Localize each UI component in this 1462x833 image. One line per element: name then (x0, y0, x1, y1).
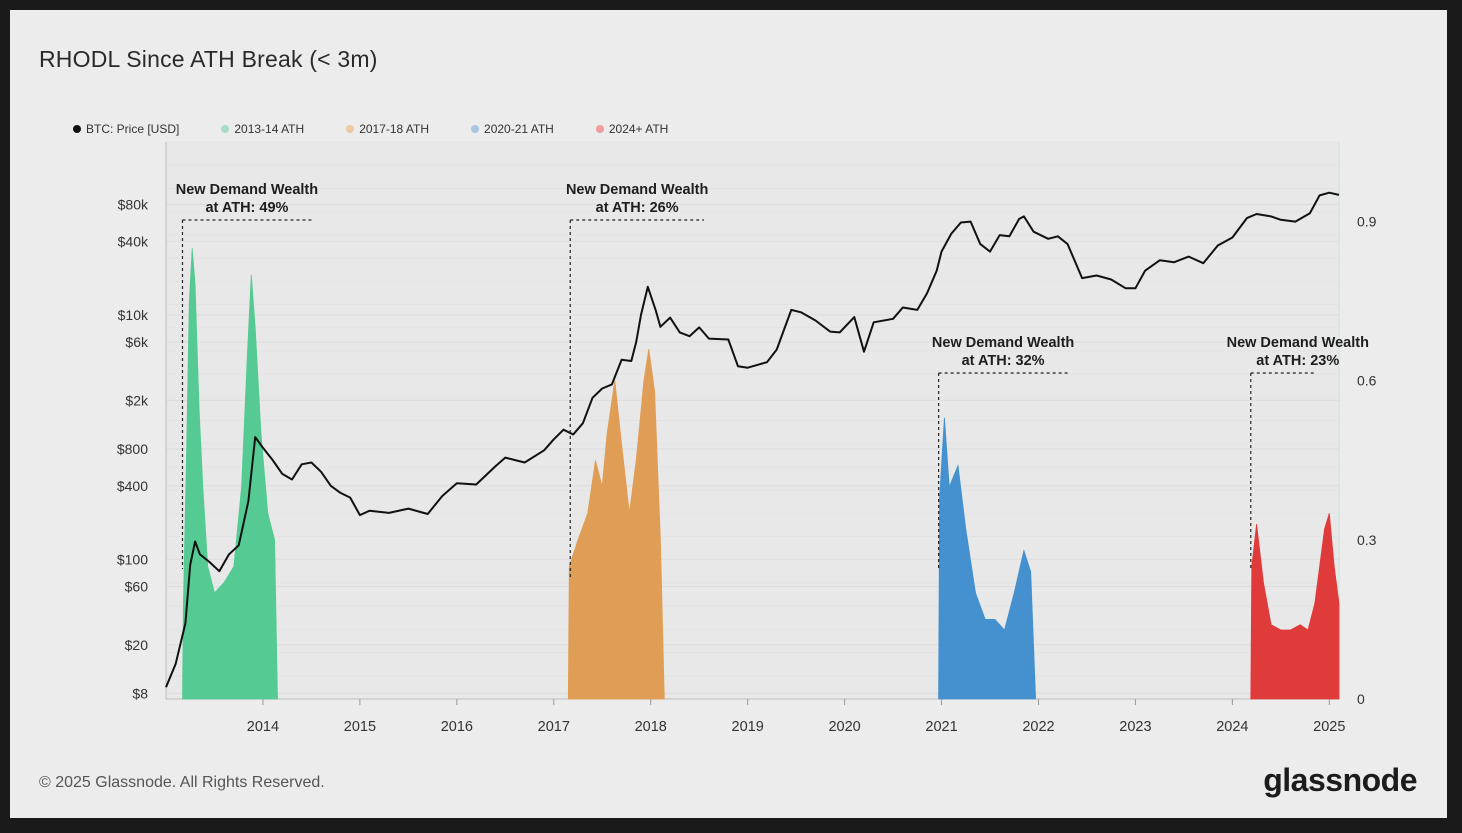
x-tick-label: 2023 (1119, 719, 1151, 735)
y-right-tick-label: 0 (1357, 691, 1365, 707)
x-tick-label: 2021 (925, 719, 957, 735)
rhodl-area-2024-ath (1250, 513, 1340, 700)
x-tick-label: 2015 (344, 719, 376, 735)
y-right-tick-label: 0.9 (1357, 214, 1377, 230)
x-tick-label: 2019 (732, 719, 764, 735)
x-tick-label: 2014 (247, 719, 279, 735)
y-left-tick-label: $60 (125, 578, 149, 594)
x-tick-label: 2024 (1216, 719, 1248, 735)
y-right-tick-label: 0.6 (1357, 373, 1377, 389)
rhodl-area-2020-21-ath (938, 417, 1037, 700)
annotation-label: New Demand Wealth (176, 182, 318, 198)
y-left-tick-label: $80k (118, 197, 149, 213)
x-tick-label: 2020 (828, 719, 860, 735)
legend-label: 2020-21 ATH (484, 122, 554, 136)
x-tick-label: 2022 (1022, 719, 1054, 735)
x-tick-label: 2016 (441, 719, 473, 735)
y-left-tick-label: $400 (117, 478, 148, 494)
legend-item-2024[interactable]: 2024+ ATH (595, 122, 669, 136)
y-left-tick-label: $6k (125, 334, 149, 350)
legend-label: 2017-18 ATH (359, 122, 430, 136)
y-right-tick-label: 0.3 (1357, 532, 1377, 548)
glassnode-logo: glassnode (1263, 762, 1417, 798)
y-left-tick-label: $20 (125, 637, 149, 653)
rhodl-area-2013-14-ath (182, 248, 278, 700)
legend-item-2020-21[interactable]: 2020-21 ATH (471, 122, 554, 136)
y-left-tick-label: $8 (132, 685, 148, 701)
legend-item-2017-18[interactable]: 2017-18 ATH (346, 122, 429, 136)
y-left-tick-label: $10k (118, 307, 149, 323)
legend-label: 2013-14 ATH (234, 122, 305, 136)
y-left-tick-label: $40k (118, 233, 149, 249)
legend-dot-2024 (595, 125, 604, 133)
legend-item-price[interactable]: BTC: Price [USD] (73, 122, 179, 136)
y-left-tick-label: $2k (125, 392, 149, 408)
legend-label: BTC: Price [USD] (86, 122, 180, 136)
y-left-tick-label: $800 (117, 441, 148, 457)
annotation-label: at ATH: 23% (1256, 353, 1339, 369)
chart-plot: New Demand Wealth at ATH: 49% New Demand W… (117, 141, 1377, 735)
rhodl-area-2017-18-ath (567, 348, 665, 700)
legend-item-2013-14[interactable]: 2013-14 ATH (221, 122, 304, 136)
annotation-label: New Demand Wealth (1227, 335, 1369, 351)
x-tick-label: 2018 (635, 719, 667, 735)
legend-dot-2013-14 (221, 125, 230, 133)
legend-label: 2024+ ATH (608, 122, 669, 136)
annotation-label: New Demand Wealth (566, 182, 708, 198)
chart-card: RHODL Since ATH Break (< 3m) BTC: Price … (10, 10, 1447, 818)
legend-dot-price (73, 125, 81, 133)
btc-price-line (165, 191, 1340, 688)
legend-dot-2020-21 (471, 125, 480, 133)
annotation-label: New Demand Wealth (932, 335, 1074, 351)
annotation-label: at ATH: 32% (962, 353, 1045, 369)
legend: BTC: Price [USD] 2013-14 ATH 2017-18 ATH… (73, 122, 710, 136)
y-left-tick-label: $100 (117, 551, 148, 567)
x-tick-label: 2017 (538, 719, 570, 735)
annotation-label: at ATH: 49% (205, 200, 288, 216)
copyright-footer: © 2025 Glassnode. All Rights Reserved. (39, 774, 325, 791)
x-tick-label: 2025 (1313, 719, 1345, 735)
legend-dot-2017-18 (346, 125, 355, 133)
annotation-label: at ATH: 26% (596, 200, 679, 216)
chart-title: RHODL Since ATH Break (< 3m) (39, 46, 378, 72)
